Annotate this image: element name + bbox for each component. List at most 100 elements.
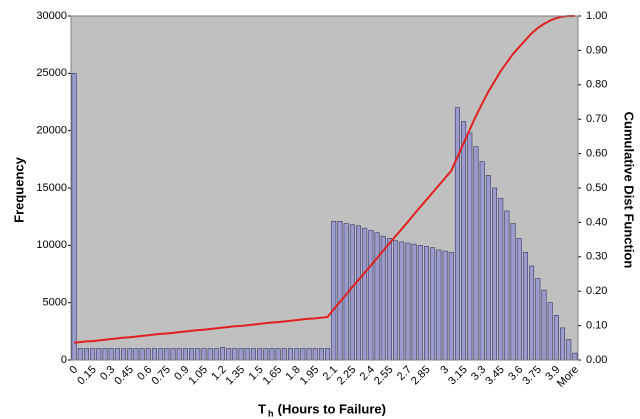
bar	[207, 348, 213, 361]
bar	[430, 247, 436, 361]
bar	[374, 232, 380, 361]
bar	[473, 146, 479, 361]
bar	[164, 348, 170, 361]
x-axis-title-rest: (Hours to Failure)	[274, 401, 386, 416]
bar	[201, 348, 207, 361]
bar	[232, 348, 238, 361]
bar	[467, 132, 473, 361]
bar	[492, 187, 498, 361]
bar	[454, 107, 460, 361]
y2-tick-label: 0.20	[586, 285, 607, 297]
bar	[182, 348, 188, 361]
bar	[479, 161, 485, 361]
bar	[380, 235, 386, 361]
bar	[325, 348, 331, 361]
bar	[498, 198, 504, 361]
bar	[158, 348, 164, 361]
x-tick-label: 1.05	[186, 364, 210, 388]
bar	[145, 348, 151, 361]
y-tick-label: 25000	[36, 67, 67, 79]
y2-tick-label: 0.60	[586, 148, 607, 160]
x-tick-label: 1.95	[298, 364, 322, 388]
bar	[219, 347, 225, 361]
bar	[287, 348, 293, 361]
bar	[349, 224, 355, 361]
x-tick-label: 2.55	[372, 364, 396, 388]
bar	[195, 348, 201, 361]
x-tick-label: 2.25	[335, 364, 359, 388]
x-axis-title: T	[258, 401, 266, 416]
y-tick-label: 15000	[36, 182, 67, 194]
bar	[281, 348, 287, 361]
bar	[151, 348, 157, 361]
bar	[108, 348, 114, 361]
y2-tick-label: 0.90	[586, 44, 607, 56]
y2-tick-label: 0.30	[586, 251, 607, 263]
bar	[399, 241, 405, 361]
x-tick-label: 3.75	[520, 364, 544, 388]
bar	[436, 249, 442, 361]
y2-tick-label: 1.00	[586, 10, 607, 22]
bar	[572, 352, 578, 361]
bar	[102, 348, 108, 361]
bar	[127, 348, 133, 361]
cdf-line	[73, 15, 575, 344]
y-tick-label: 30000	[36, 10, 67, 22]
bar	[226, 348, 232, 361]
bar	[424, 246, 430, 361]
bar	[250, 348, 256, 361]
bar	[386, 238, 392, 361]
bar	[139, 348, 145, 361]
bar	[522, 251, 528, 361]
bar	[71, 73, 77, 361]
bar	[114, 348, 120, 361]
y2-tick-label: 0.40	[586, 216, 607, 228]
x-tick-label: 0.45	[112, 364, 136, 388]
x-tick-label: 0.75	[149, 364, 173, 388]
x-tick-label: 1.35	[224, 364, 248, 388]
bar	[300, 348, 306, 361]
bar	[417, 245, 423, 361]
bar	[189, 348, 195, 361]
bar	[275, 348, 281, 361]
bar	[244, 348, 250, 361]
bar	[77, 348, 83, 361]
bar	[461, 121, 467, 361]
bar	[405, 242, 411, 361]
bar	[83, 348, 89, 361]
y2-tick-label: 0.50	[586, 182, 607, 194]
y2-axis-title: Cumulative Dist Function	[622, 112, 637, 269]
x-tick-label: More	[555, 364, 581, 390]
bar	[90, 348, 96, 361]
bar	[331, 220, 337, 361]
bar	[442, 250, 448, 361]
x-tick-label: 3.45	[483, 364, 507, 388]
bar	[411, 243, 417, 361]
bar	[176, 348, 182, 361]
bar	[566, 339, 572, 361]
y2-tick-label: 0.80	[586, 79, 607, 91]
y-tick-label: 10000	[36, 239, 67, 251]
y-axis-title: Frequency	[11, 156, 26, 223]
bar	[318, 348, 324, 361]
bar	[448, 251, 454, 361]
x-tick-label: 2.85	[409, 364, 433, 388]
bar	[121, 348, 127, 361]
bar	[535, 278, 541, 361]
bar	[362, 227, 368, 361]
x-tick-label: 0.15	[75, 364, 99, 388]
bar	[238, 348, 244, 361]
y2-tick-label: 0.70	[586, 113, 607, 125]
bar	[170, 348, 176, 361]
bar	[269, 348, 275, 361]
bar	[504, 210, 510, 361]
x-tick-label: 1.65	[261, 364, 285, 388]
y-tick-label: 0	[61, 354, 67, 366]
bar	[306, 348, 312, 361]
y2-tick-label: 0.10	[586, 320, 607, 332]
bar	[294, 348, 300, 361]
bar	[133, 348, 139, 361]
bar	[263, 348, 269, 361]
